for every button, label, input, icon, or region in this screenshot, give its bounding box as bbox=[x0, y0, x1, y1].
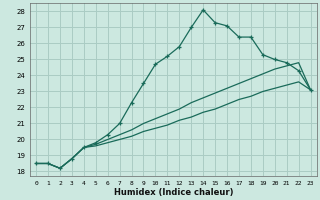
X-axis label: Humidex (Indice chaleur): Humidex (Indice chaleur) bbox=[114, 188, 233, 197]
